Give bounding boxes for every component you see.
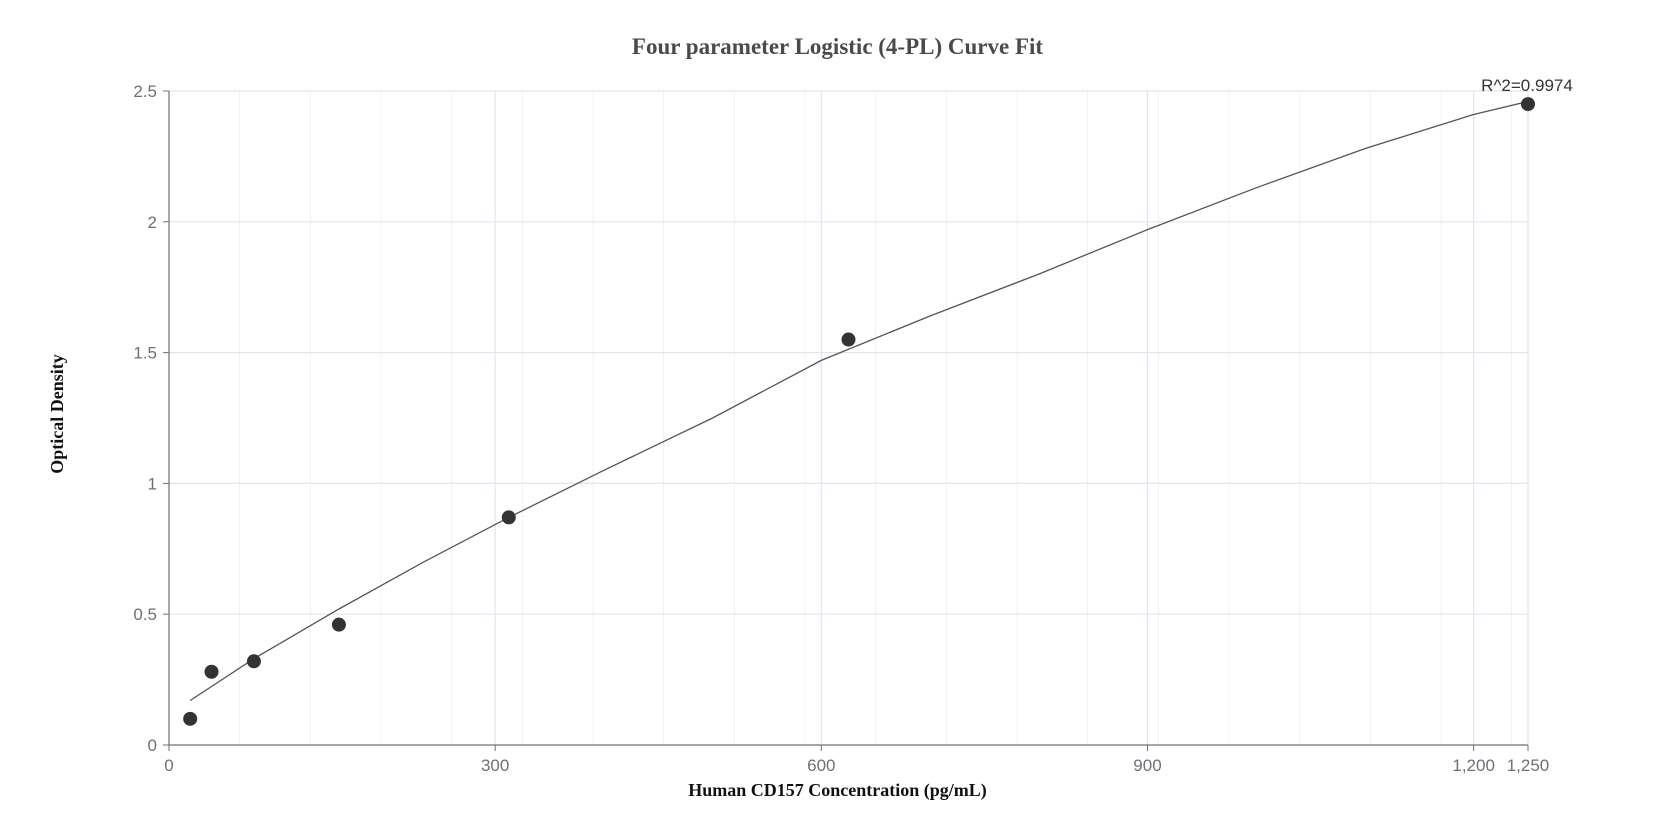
x-tick-label: 1,250 bbox=[1507, 756, 1550, 775]
x-tick-label: 600 bbox=[807, 756, 835, 775]
x-tick-label: 900 bbox=[1133, 756, 1161, 775]
y-tick-label: 1 bbox=[148, 474, 157, 493]
data-point bbox=[183, 711, 198, 726]
x-tick-label: 300 bbox=[481, 756, 509, 775]
y-tick-label: 1.5 bbox=[133, 344, 157, 363]
data-point bbox=[331, 617, 346, 632]
x-tick-label: 0 bbox=[164, 756, 173, 775]
y-tick-label: 2 bbox=[148, 213, 157, 232]
data-point bbox=[1521, 97, 1535, 112]
r-squared-annotation: R^2=0.9974 bbox=[1481, 76, 1573, 95]
y-tick-label: 0 bbox=[148, 736, 157, 755]
y-tick-label: 0.5 bbox=[133, 605, 157, 624]
x-tick-label: 1,200 bbox=[1452, 756, 1495, 775]
x-axis-label: Human CD157 Concentration (pg/mL) bbox=[688, 780, 987, 800]
data-point bbox=[204, 664, 219, 679]
data-point bbox=[246, 654, 261, 669]
y-tick-label: 2.5 bbox=[133, 82, 157, 101]
data-point bbox=[501, 510, 516, 525]
data-point bbox=[841, 332, 856, 347]
chart-title: Four parameter Logistic (4-PL) Curve Fit bbox=[631, 34, 1044, 59]
fit-curve-line bbox=[189, 100, 1529, 702]
